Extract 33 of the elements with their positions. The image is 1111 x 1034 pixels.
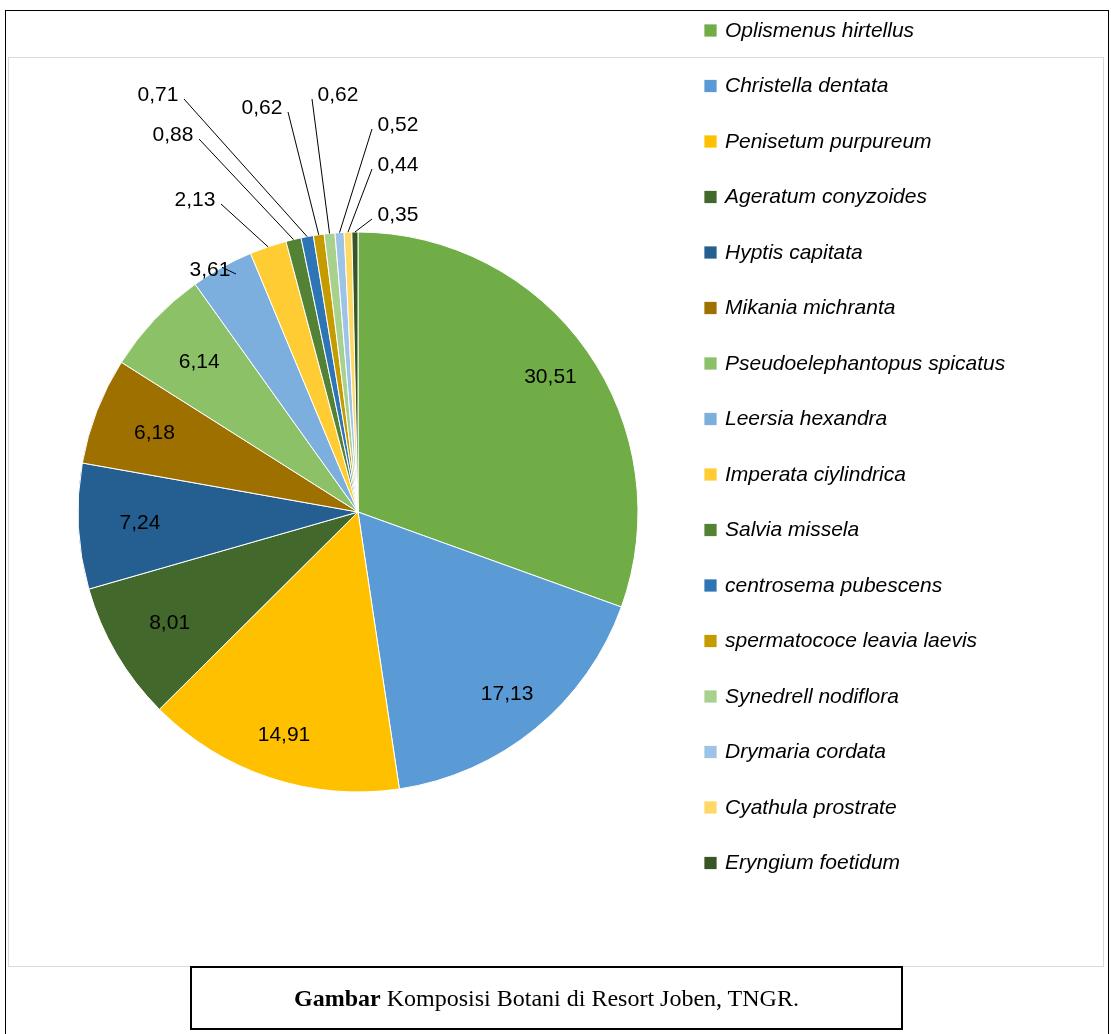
legend-label: Christella dentata — [725, 73, 889, 96]
data-label: 0,35 — [377, 202, 419, 225]
data-label: 0,44 — [377, 152, 419, 175]
data-label: 0,52 — [377, 112, 419, 135]
legend-label: Eryngium foetidum — [725, 850, 901, 873]
legend-label: Hyptis capitata — [725, 239, 863, 263]
data-label: 7,24 — [119, 510, 161, 534]
data-label: 30,51 — [524, 363, 577, 387]
legend-label: Leersia hexandra — [725, 406, 888, 429]
legend-label: Synedrell nodiflora — [725, 683, 899, 707]
data-label: 0,62 — [241, 95, 283, 118]
data-label: 14,91 — [257, 722, 311, 746]
legend-label: Mikania michranta — [725, 295, 896, 318]
data-label: 17,13 — [480, 680, 534, 704]
data-label: 8,01 — [149, 609, 191, 633]
legend-label: centrosema pubescens — [725, 572, 943, 596]
legend-label: Cyathula prostrate — [725, 794, 897, 818]
legend-label: Ageratum conyzoides — [723, 184, 928, 207]
text: Gambar Komposisi Botani di Resort Joben, TNGR. — [190, 966, 903, 1030]
data-label: 0,71 — [137, 82, 179, 105]
data-label: 0,62 — [317, 82, 359, 105]
legend-label: Imperata ciylindrica — [725, 461, 906, 485]
data-label: 0,88 — [152, 122, 194, 145]
data-label: 6,18 — [133, 420, 175, 444]
legend-label: spermatococe leavia laevis — [725, 628, 978, 651]
legend-label: Penisetum purpureum — [725, 128, 932, 152]
legend-label: Oplismenus hirtellus — [725, 17, 915, 41]
legend-label: Salvia missela — [725, 517, 860, 540]
data-label: 6,14 — [178, 349, 221, 372]
legend-label: Drymaria cordata — [725, 739, 887, 762]
data-label: 3,61 — [189, 257, 231, 280]
legend-label: Pseudoelephantopus spicatus — [725, 350, 1006, 374]
data-label: 2,13 — [174, 187, 216, 210]
